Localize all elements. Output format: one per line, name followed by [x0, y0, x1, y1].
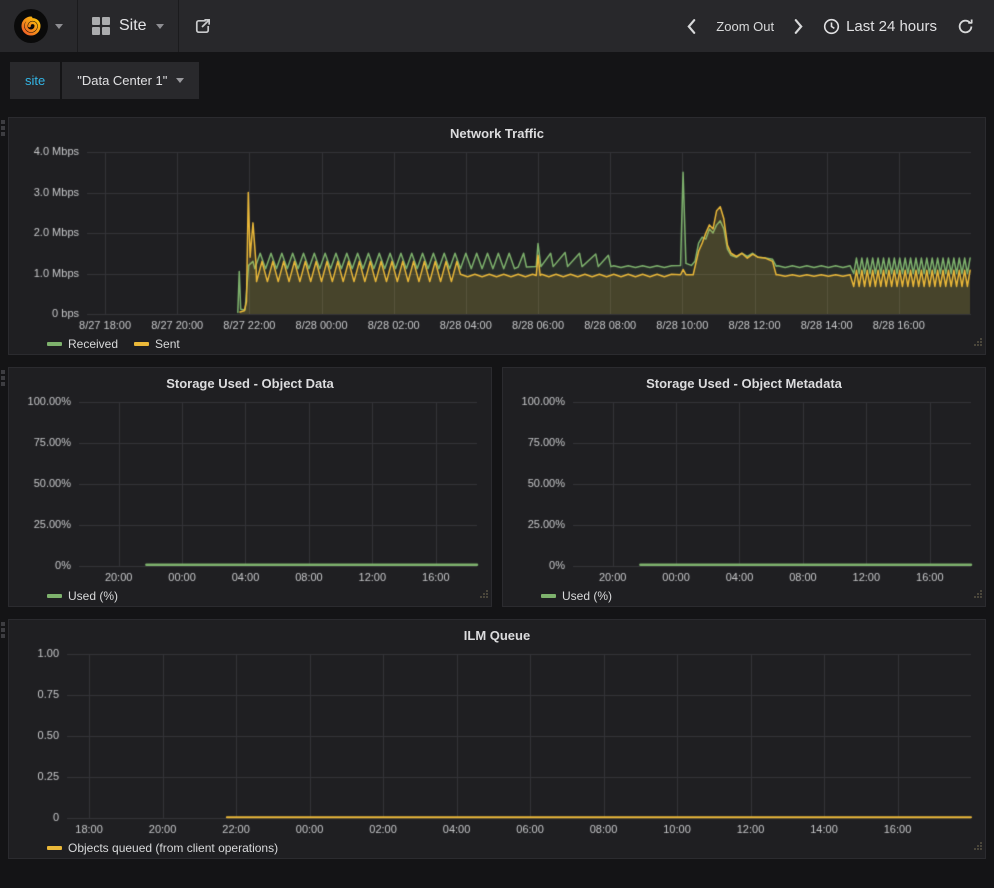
dashboard-grid: Network Traffic Received Sent Storage Us… — [0, 107, 994, 859]
refresh-button[interactable] — [947, 18, 984, 35]
nav-divider — [177, 0, 179, 52]
panel-storage-object-metadata: Storage Used - Object Metadata Used (%) — [502, 367, 986, 607]
legend-label: Sent — [155, 337, 180, 351]
time-range-picker[interactable]: Last 24 hours — [813, 18, 947, 35]
refresh-icon — [957, 18, 974, 35]
share-icon — [193, 17, 212, 36]
zoom-out-label: Zoom Out — [716, 18, 775, 34]
dashboard-row: Network Traffic Received Sent — [1, 117, 986, 355]
ilm-queue-chart[interactable] — [17, 646, 979, 840]
variable-value-dropdown[interactable]: "Data Center 1" — [62, 62, 200, 99]
nav-divider — [77, 0, 78, 52]
panel-ilm-queue: ILM Queue Objects queued (from client op… — [8, 619, 986, 859]
row-drag-handle-icon[interactable] — [1, 622, 5, 638]
legend-item-used[interactable]: Used (%) — [541, 589, 612, 603]
panel-resize-handle-icon[interactable] — [973, 586, 983, 604]
caret-down-icon — [155, 23, 164, 29]
legend-item-used[interactable]: Used (%) — [47, 589, 118, 603]
dashboard-row: Storage Used - Object Data Used (%) Stor… — [1, 367, 986, 607]
grafana-menu-button[interactable] — [0, 0, 77, 52]
panel-title[interactable]: Storage Used - Object Data — [166, 376, 334, 391]
time-shift-back-button[interactable] — [677, 18, 706, 34]
legend-swatch-icon — [541, 594, 556, 598]
panel-title[interactable]: ILM Queue — [463, 628, 531, 643]
dashboard-picker[interactable]: Site — [78, 0, 178, 52]
dashboard-grid-icon — [92, 17, 110, 35]
legend-label: Received — [68, 337, 119, 351]
grafana-logo-icon — [14, 9, 48, 43]
template-variable-row: site "Data Center 1" — [0, 52, 994, 107]
panel-title[interactable]: Storage Used - Object Metadata — [646, 376, 842, 391]
share-dashboard-button[interactable] — [179, 0, 226, 52]
panel-title[interactable]: Network Traffic — [450, 126, 544, 141]
chart-legend: Objects queued (from client operations) — [47, 841, 977, 855]
clock-icon — [823, 18, 840, 35]
dashboard-title: Site — [119, 17, 147, 34]
zoom-out-button[interactable]: Zoom Out — [706, 19, 784, 34]
legend-swatch-icon — [47, 846, 62, 850]
legend-swatch-icon — [47, 594, 62, 598]
legend-item-received[interactable]: Received — [47, 337, 118, 351]
chevron-right-icon — [794, 18, 803, 34]
caret-down-icon — [176, 78, 185, 83]
panel-resize-handle-icon[interactable] — [973, 838, 983, 856]
caret-down-icon — [55, 23, 63, 29]
row-drag-handle-icon[interactable] — [1, 120, 5, 136]
panel-resize-handle-icon[interactable] — [479, 586, 489, 604]
chart-legend: Received Sent — [47, 337, 977, 351]
row-drag-handle-icon[interactable] — [1, 370, 5, 386]
time-shift-forward-button[interactable] — [784, 18, 813, 34]
chevron-left-icon — [687, 18, 696, 34]
variable-value-text: "Data Center 1" — [77, 73, 168, 88]
dashboard-row: ILM Queue Objects queued (from client op… — [1, 619, 986, 859]
storage-object-metadata-chart[interactable] — [511, 394, 979, 588]
storage-object-data-chart[interactable] — [17, 394, 485, 588]
panel-network-traffic: Network Traffic Received Sent — [8, 117, 986, 355]
top-navbar: Site Zoom Out — [0, 0, 994, 52]
variable-name-label[interactable]: site — [10, 62, 61, 99]
panel-storage-object-data: Storage Used - Object Data Used (%) — [8, 367, 492, 607]
legend-swatch-icon — [47, 342, 62, 346]
legend-label: Used (%) — [68, 589, 119, 603]
legend-label: Used (%) — [562, 589, 613, 603]
legend-item-objects-queued[interactable]: Objects queued (from client operations) — [47, 841, 278, 855]
chart-legend: Used (%) — [47, 589, 483, 603]
chart-legend: Used (%) — [541, 589, 977, 603]
legend-item-sent[interactable]: Sent — [134, 337, 180, 351]
panel-resize-handle-icon[interactable] — [973, 334, 983, 352]
time-range-label: Last 24 hours — [846, 17, 937, 35]
legend-label: Objects queued (from client operations) — [68, 841, 279, 855]
network-traffic-chart[interactable] — [17, 144, 979, 336]
legend-swatch-icon — [134, 342, 150, 346]
